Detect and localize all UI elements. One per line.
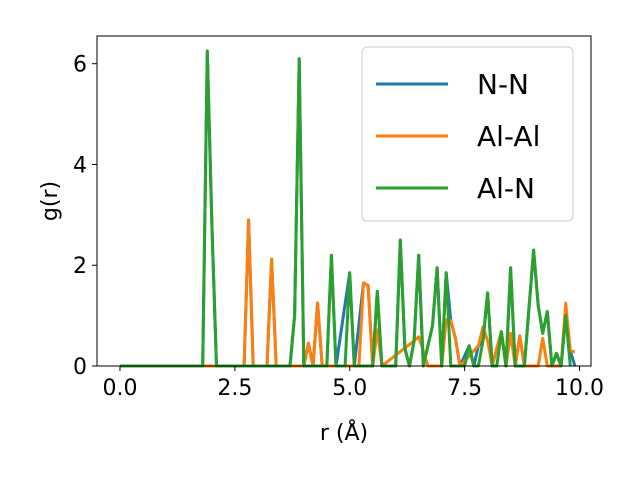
y-axis-label: g(r) — [38, 181, 63, 221]
y-tick-label: 6 — [73, 53, 87, 78]
legend-label: Al-Al — [477, 120, 540, 153]
x-tick-label: 7.5 — [447, 376, 482, 401]
y-tick-label: 2 — [73, 254, 87, 279]
x-tick-label: 5.0 — [332, 376, 367, 401]
legend: N-N Al-Al Al-N — [361, 46, 574, 222]
y-tick-label: 0 — [73, 355, 87, 380]
x-tick-label: 10.0 — [555, 376, 604, 401]
plot-frame — [96, 35, 592, 367]
x-axis-label: r (Å) — [320, 419, 368, 446]
x-axis-ticks: 0.0 2.5 5.0 7.5 10.0 — [102, 366, 604, 401]
y-axis-ticks: 0 2 4 6 — [73, 53, 97, 380]
x-tick-label: 2.5 — [217, 376, 252, 401]
x-tick-label: 0.0 — [102, 376, 137, 401]
legend-label: N-N — [477, 68, 529, 101]
legend-box — [361, 46, 574, 222]
legend-label: Al-N — [477, 172, 535, 205]
y-tick-label: 4 — [73, 153, 87, 178]
